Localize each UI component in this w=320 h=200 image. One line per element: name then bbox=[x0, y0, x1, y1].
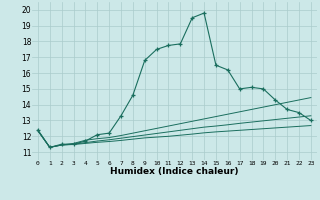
X-axis label: Humidex (Indice chaleur): Humidex (Indice chaleur) bbox=[110, 167, 239, 176]
